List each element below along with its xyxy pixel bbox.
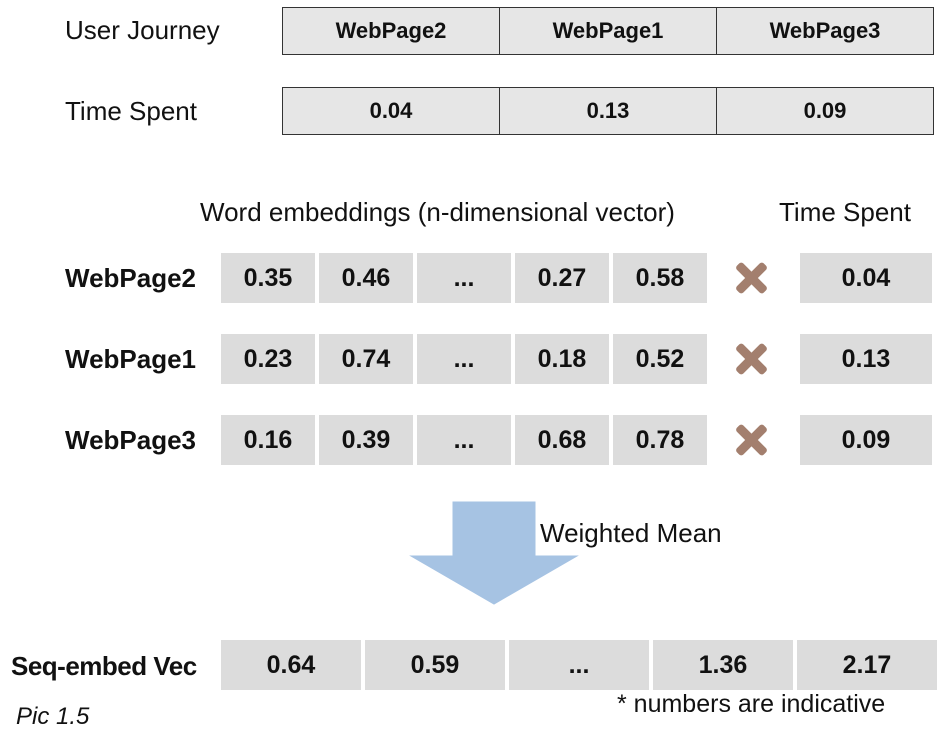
- journey-cell: WebPage2: [283, 8, 500, 54]
- figure-caption: Pic 1.5: [16, 703, 90, 730]
- time-cell: 0.04: [283, 88, 500, 134]
- user-journey-table: WebPage2 WebPage1 WebPage3: [282, 7, 934, 55]
- embedding-value: ...: [417, 415, 511, 465]
- embedding-value: 0.16: [221, 415, 315, 465]
- embedding-value: 0.23: [221, 334, 315, 384]
- footnote: * numbers are indicative: [617, 690, 886, 718]
- weighted-mean-label: Weighted Mean: [540, 518, 722, 548]
- seq-embed-value: 2.17: [797, 640, 937, 690]
- embedding-value: 0.18: [515, 334, 609, 384]
- seq-embed-label: Seq-embed Vec: [11, 651, 197, 681]
- user-journey-label: User Journey: [65, 15, 220, 45]
- multiply-icon: [733, 422, 769, 458]
- embedding-value: 0.74: [319, 334, 413, 384]
- seq-embed-value: ...: [509, 640, 649, 690]
- down-arrow-icon: [409, 501, 579, 605]
- seq-embed-value: 0.59: [365, 640, 505, 690]
- embedding-value: 0.39: [319, 415, 413, 465]
- row-label: WebPage2: [65, 263, 197, 293]
- seq-embed-value: 0.64: [221, 640, 361, 690]
- row-label: WebPage3: [65, 425, 197, 455]
- time-weight: 0.09: [800, 415, 932, 465]
- time-cell: 0.09: [803, 98, 847, 123]
- journey-cell: WebPage3: [769, 18, 881, 43]
- time-spent-table: 0.04 0.13 0.09: [282, 87, 934, 135]
- time-weight: 0.13: [800, 334, 932, 384]
- embedding-value: ...: [417, 334, 511, 384]
- multiply-icon: [733, 341, 769, 377]
- time-cell: 0.13: [500, 88, 717, 134]
- seq-embed-vector: 0.64 0.59 ... 1.36 2.17: [221, 640, 937, 690]
- embedding-value: 0.27: [515, 253, 609, 303]
- embedding-value: 0.78: [613, 415, 707, 465]
- embedding-value: 0.46: [319, 253, 413, 303]
- seq-embed-value: 1.36: [653, 640, 793, 690]
- embedding-value: 0.35: [221, 253, 315, 303]
- embedding-value: 0.68: [515, 415, 609, 465]
- embeddings-heading: Word embeddings (n-dimensional vector): [200, 197, 675, 227]
- multiply-icon: [733, 260, 769, 296]
- embedding-value: 0.58: [613, 253, 707, 303]
- embedding-value: ...: [417, 253, 511, 303]
- time-spent-heading: Time Spent: [779, 197, 911, 227]
- time-weight: 0.04: [800, 253, 932, 303]
- row-label: WebPage1: [65, 344, 197, 374]
- embedding-vector: 0.16 0.39 ... 0.68 0.78: [221, 415, 707, 465]
- journey-cell: WebPage1: [500, 8, 717, 54]
- embedding-vector: 0.23 0.74 ... 0.18 0.52: [221, 334, 707, 384]
- time-spent-label: Time Spent: [65, 96, 197, 126]
- embedding-value: 0.52: [613, 334, 707, 384]
- embedding-vector: 0.35 0.46 ... 0.27 0.58: [221, 253, 707, 303]
